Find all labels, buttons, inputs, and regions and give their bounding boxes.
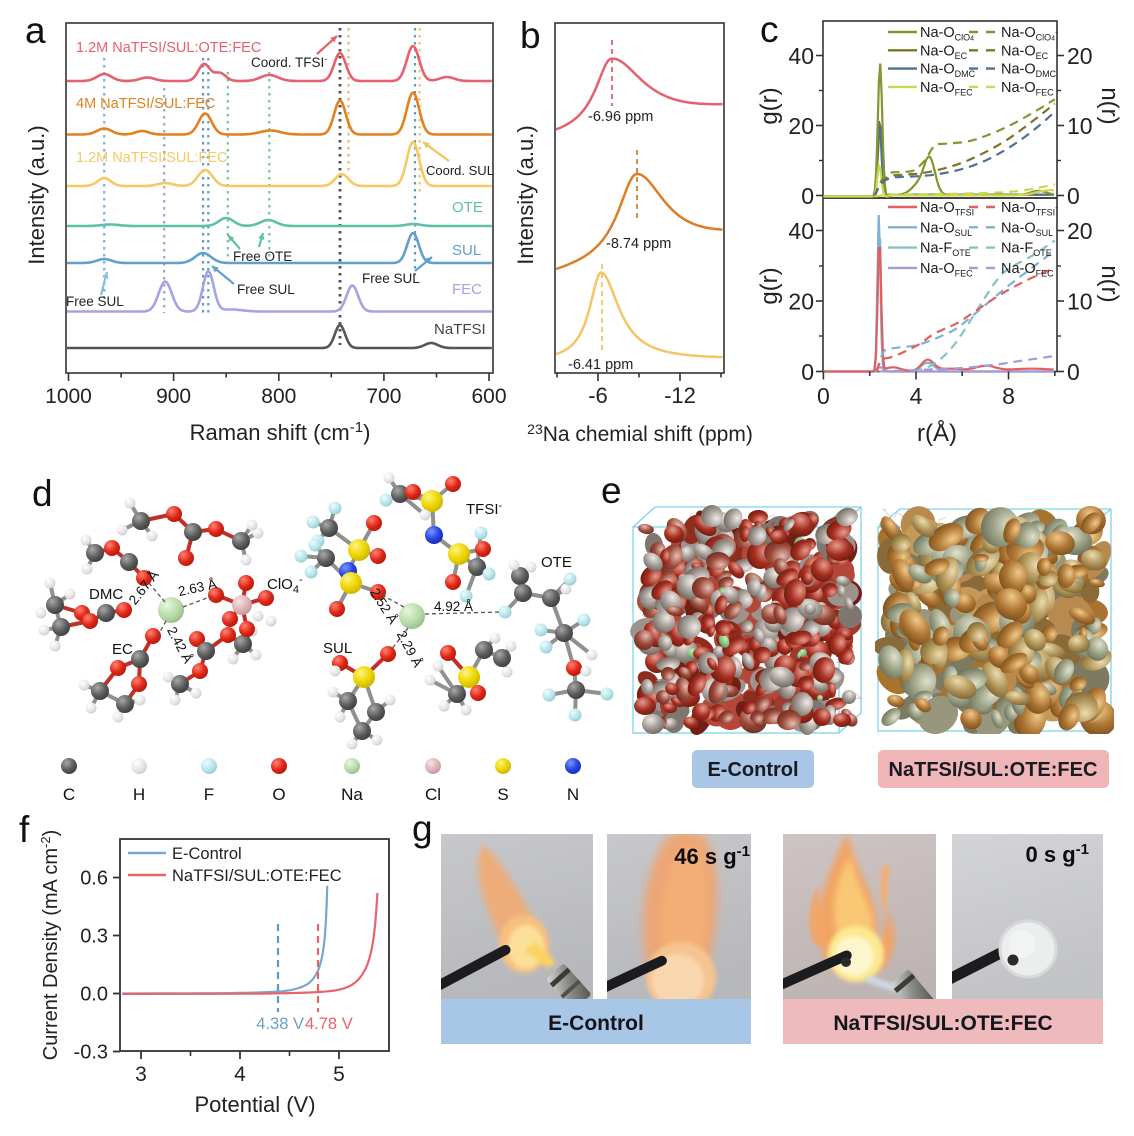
- svg-text:g(r): g(r): [756, 87, 783, 124]
- svg-text:c: c: [760, 9, 779, 50]
- svg-text:Intensity (a.u.): Intensity (a.u.): [513, 125, 538, 264]
- svg-text:10: 10: [1067, 289, 1093, 315]
- svg-text:10: 10: [1067, 113, 1093, 139]
- svg-text:23Na chemial shift (ppm): 23Na chemial shift (ppm): [527, 421, 753, 446]
- svg-text:Free SUL: Free SUL: [362, 271, 420, 286]
- svg-text:N: N: [567, 785, 579, 804]
- svg-text:0: 0: [801, 183, 814, 209]
- svg-text:20: 20: [1067, 43, 1093, 69]
- svg-text:C: C: [63, 785, 75, 804]
- svg-text:Intensity (a.u.): Intensity (a.u.): [24, 125, 49, 264]
- svg-text:-6.96 ppm: -6.96 ppm: [588, 109, 653, 125]
- svg-text:Free SUL: Free SUL: [66, 294, 124, 309]
- svg-text:SUL: SUL: [323, 640, 352, 657]
- svg-text:600: 600: [471, 385, 506, 408]
- svg-text:Current Density (mA cm-2): Current Density (mA cm-2): [38, 830, 62, 1061]
- svg-text:EC: EC: [112, 641, 133, 658]
- svg-text:20: 20: [788, 289, 814, 315]
- svg-text:NaTFSI: NaTFSI: [434, 321, 486, 338]
- svg-text:4M NaTFSI/SUL:FEC: 4M NaTFSI/SUL:FEC: [76, 96, 215, 112]
- svg-text:F: F: [204, 785, 214, 804]
- svg-text:40: 40: [788, 218, 814, 244]
- svg-text:-0.3: -0.3: [74, 1042, 108, 1064]
- svg-text:0: 0: [801, 359, 814, 385]
- svg-text:Free SUL: Free SUL: [237, 282, 295, 297]
- svg-text:20: 20: [1067, 218, 1093, 244]
- svg-text:0.3: 0.3: [80, 926, 108, 948]
- svg-text:SUL: SUL: [452, 242, 481, 259]
- svg-text:0.6: 0.6: [80, 868, 108, 890]
- svg-text:Coord. SUL: Coord. SUL: [426, 163, 494, 178]
- svg-text:5: 5: [333, 1063, 345, 1086]
- svg-text:H: H: [133, 785, 145, 804]
- svg-text:O: O: [272, 785, 285, 804]
- svg-text:OTE: OTE: [452, 199, 483, 216]
- svg-text:0.0: 0.0: [80, 984, 108, 1006]
- svg-text:NaTFSI/SUL:OTE:FEC: NaTFSI/SUL:OTE:FEC: [889, 759, 1098, 781]
- svg-text:Na: Na: [341, 785, 363, 804]
- svg-text:Coord. TFSI-: Coord. TFSI-: [251, 54, 327, 70]
- svg-text:r(Å): r(Å): [917, 419, 957, 447]
- svg-text:4.92 Å: 4.92 Å: [434, 599, 473, 614]
- svg-text:900: 900: [156, 385, 191, 408]
- svg-text:g: g: [412, 808, 433, 849]
- svg-text:NaTFSI/SUL:OTE:FEC: NaTFSI/SUL:OTE:FEC: [833, 1012, 1052, 1035]
- svg-text:1.2M NaTFSI/SUL:FEC: 1.2M NaTFSI/SUL:FEC: [76, 150, 227, 166]
- svg-text:DMC: DMC: [89, 586, 123, 603]
- svg-text:OTE: OTE: [541, 554, 572, 571]
- svg-text:40: 40: [788, 43, 814, 69]
- svg-text:-6.41 ppm: -6.41 ppm: [568, 357, 633, 373]
- svg-text:E-Control: E-Control: [707, 759, 798, 781]
- svg-text:g(r): g(r): [756, 267, 783, 304]
- svg-text:700: 700: [366, 385, 401, 408]
- svg-text:0: 0: [1067, 359, 1080, 385]
- svg-text:0: 0: [1067, 183, 1080, 209]
- svg-text:Cl: Cl: [425, 785, 441, 804]
- svg-text:-8.74 ppm: -8.74 ppm: [606, 236, 671, 252]
- svg-text:f: f: [19, 809, 30, 850]
- svg-text:FEC: FEC: [452, 281, 482, 298]
- svg-text:1000: 1000: [45, 385, 92, 408]
- svg-text:4.38 V: 4.38 V: [256, 1015, 304, 1033]
- svg-text:800: 800: [261, 385, 296, 408]
- svg-text:e: e: [601, 470, 622, 511]
- svg-text:n(r): n(r): [1096, 265, 1123, 302]
- svg-text:4.78 V: 4.78 V: [305, 1015, 353, 1033]
- svg-text:S: S: [497, 785, 508, 804]
- svg-text:4: 4: [910, 383, 923, 409]
- svg-text:4: 4: [234, 1063, 246, 1086]
- svg-text:E-Control: E-Control: [172, 845, 242, 863]
- svg-text:8: 8: [1002, 383, 1015, 409]
- svg-text:20: 20: [788, 113, 814, 139]
- svg-text:Potential (V): Potential (V): [194, 1092, 315, 1117]
- svg-text:b: b: [520, 15, 541, 56]
- svg-text:-6: -6: [588, 383, 608, 408]
- svg-text:NaTFSI/SUL:OTE:FEC: NaTFSI/SUL:OTE:FEC: [172, 867, 342, 885]
- svg-text:3: 3: [135, 1063, 147, 1086]
- svg-text:-12: -12: [664, 383, 696, 408]
- svg-text:TFSI-: TFSI-: [466, 500, 503, 518]
- svg-text:1.2M NaTFSI/SUL:OTE:FEC: 1.2M NaTFSI/SUL:OTE:FEC: [76, 40, 261, 56]
- svg-text:a: a: [25, 10, 46, 51]
- svg-text:Free OTE: Free OTE: [233, 249, 292, 264]
- svg-text:E-Control: E-Control: [548, 1012, 644, 1035]
- svg-text:d: d: [32, 473, 53, 514]
- svg-text:Raman shift (cm-1): Raman shift (cm-1): [190, 419, 371, 445]
- svg-text:n(r): n(r): [1096, 87, 1123, 124]
- svg-text:0: 0: [817, 383, 830, 409]
